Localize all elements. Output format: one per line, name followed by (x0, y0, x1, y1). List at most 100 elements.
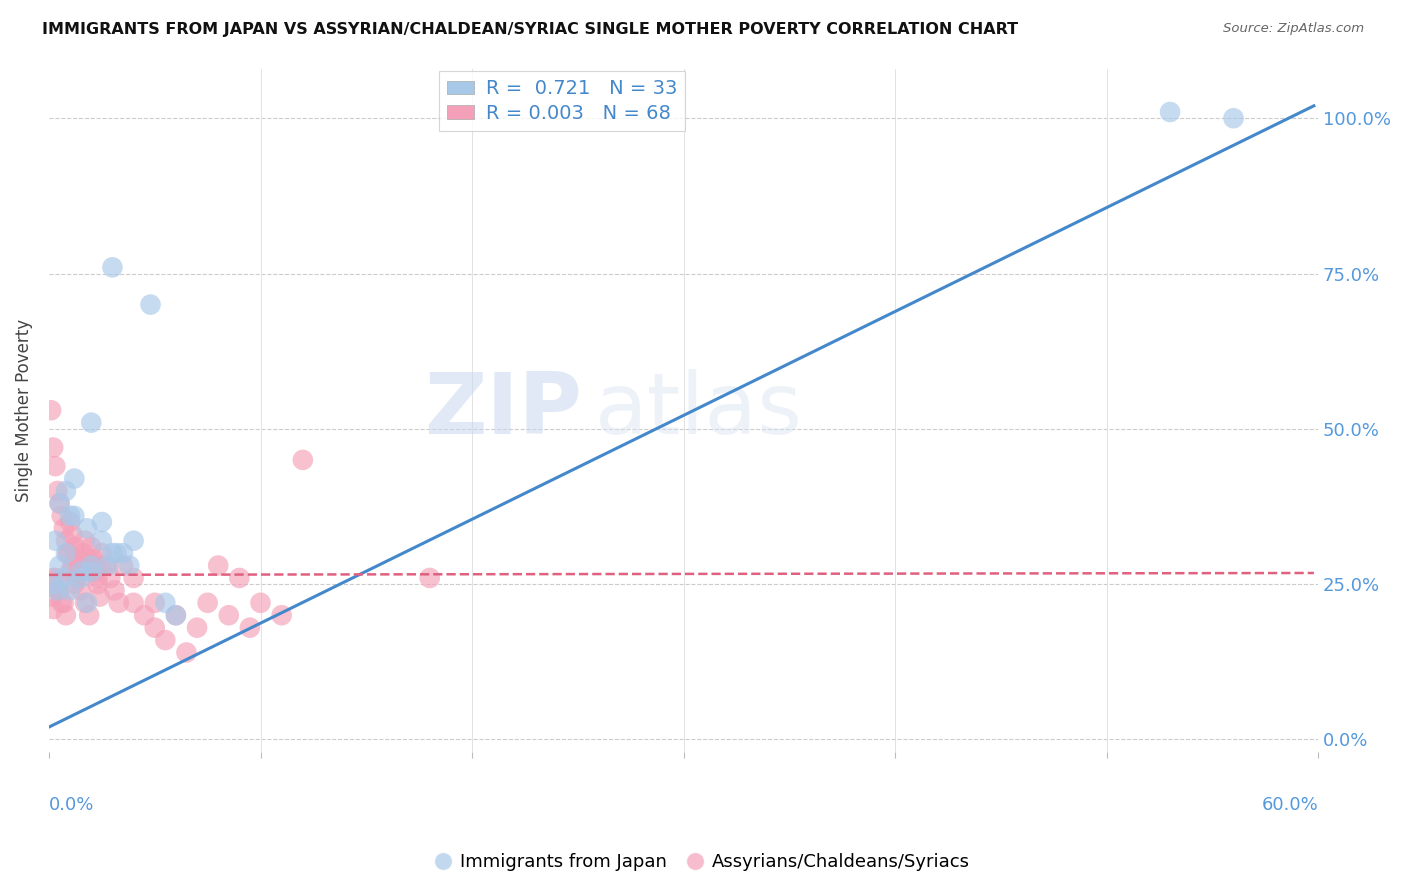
Point (103, 583, 125, 598)
Legend: Immigrants from Japan, Assyrians/Chaldeans/Syriacs: Immigrants from Japan, Assyrians/Chaldea… (429, 847, 977, 879)
Point (55, 608, 77, 623)
Point (76, 521, 98, 535)
Point (90, 558, 112, 573)
Text: ZIP: ZIP (425, 368, 582, 451)
Point (105, 546, 128, 560)
Point (55, 533, 77, 548)
Point (134, 608, 156, 623)
Point (80, 416, 103, 430)
Text: atlas: atlas (595, 368, 803, 451)
Point (63, 577, 86, 591)
Point (56, 546, 79, 560)
Point (86, 577, 108, 591)
Point (84, 565, 107, 579)
Point (165, 608, 187, 623)
Point (65, 552, 87, 566)
Text: IMMIGRANTS FROM JAPAN VS ASSYRIAN/CHALDEAN/SYRIAC SINGLE MOTHER POVERTY CORRELAT: IMMIGRANTS FROM JAPAN VS ASSYRIAN/CHALDE… (42, 22, 1018, 37)
Point (77, 608, 100, 623)
Point (63, 540, 86, 554)
Point (97, 558, 120, 573)
Point (72, 546, 94, 560)
Point (155, 596, 177, 610)
Point (1159, 105, 1181, 120)
Point (89, 590, 111, 604)
Point (101, 546, 124, 560)
Point (82, 552, 104, 566)
Point (59, 508, 82, 523)
Point (1222, 112, 1244, 126)
Point (155, 633, 177, 648)
Point (82, 558, 104, 573)
Point (65, 571, 87, 585)
Point (52, 596, 75, 610)
Point (207, 558, 229, 573)
Point (76, 552, 98, 566)
Point (60, 527, 83, 541)
Point (67, 565, 90, 579)
Point (76, 596, 98, 610)
Point (419, 571, 441, 585)
Point (48, 558, 70, 573)
Point (107, 596, 129, 610)
Point (69, 558, 91, 573)
Point (228, 571, 250, 585)
Point (80, 558, 103, 573)
Point (55, 546, 77, 560)
Point (122, 533, 145, 548)
Point (122, 571, 145, 585)
Point (59, 515, 82, 529)
Point (122, 596, 145, 610)
Point (59, 583, 82, 598)
Point (52, 571, 75, 585)
Point (39, 590, 62, 604)
Point (51, 596, 73, 610)
Point (73, 533, 96, 548)
Point (39, 403, 62, 417)
Point (80, 540, 103, 554)
Point (48, 496, 70, 510)
Point (73, 596, 96, 610)
Point (90, 546, 112, 560)
Point (197, 596, 219, 610)
Point (52, 521, 75, 535)
Point (111, 546, 134, 560)
Text: 60.0%: 60.0% (1261, 797, 1319, 814)
Point (46, 583, 69, 598)
Point (46, 483, 69, 498)
Point (55, 483, 77, 498)
Point (165, 608, 187, 623)
Point (186, 621, 208, 635)
Point (176, 646, 198, 660)
Point (42, 571, 65, 585)
Point (51, 508, 73, 523)
Point (44, 533, 66, 548)
Point (46, 583, 69, 598)
Point (291, 453, 314, 467)
Point (63, 508, 86, 523)
Point (98, 571, 121, 585)
Point (86, 571, 108, 585)
Point (48, 583, 70, 598)
Point (42, 441, 65, 455)
Point (143, 621, 166, 635)
Point (80, 565, 103, 579)
Point (59, 565, 82, 579)
Point (56, 546, 79, 560)
Point (111, 558, 134, 573)
Point (90, 533, 112, 548)
Point (94, 558, 117, 573)
Point (101, 260, 124, 275)
Text: Source: ZipAtlas.com: Source: ZipAtlas.com (1223, 22, 1364, 36)
Point (139, 297, 162, 311)
Legend: R =  0.721   N = 33, R = 0.003   N = 68: R = 0.721 N = 33, R = 0.003 N = 68 (440, 71, 685, 131)
Point (77, 565, 100, 579)
Point (60, 558, 83, 573)
Y-axis label: Single Mother Poverty: Single Mother Poverty (15, 318, 32, 502)
Point (218, 608, 240, 623)
Text: 0.0%: 0.0% (49, 797, 94, 814)
Point (270, 608, 292, 623)
Point (63, 471, 86, 485)
Point (143, 596, 166, 610)
Point (118, 558, 141, 573)
Point (69, 565, 91, 579)
